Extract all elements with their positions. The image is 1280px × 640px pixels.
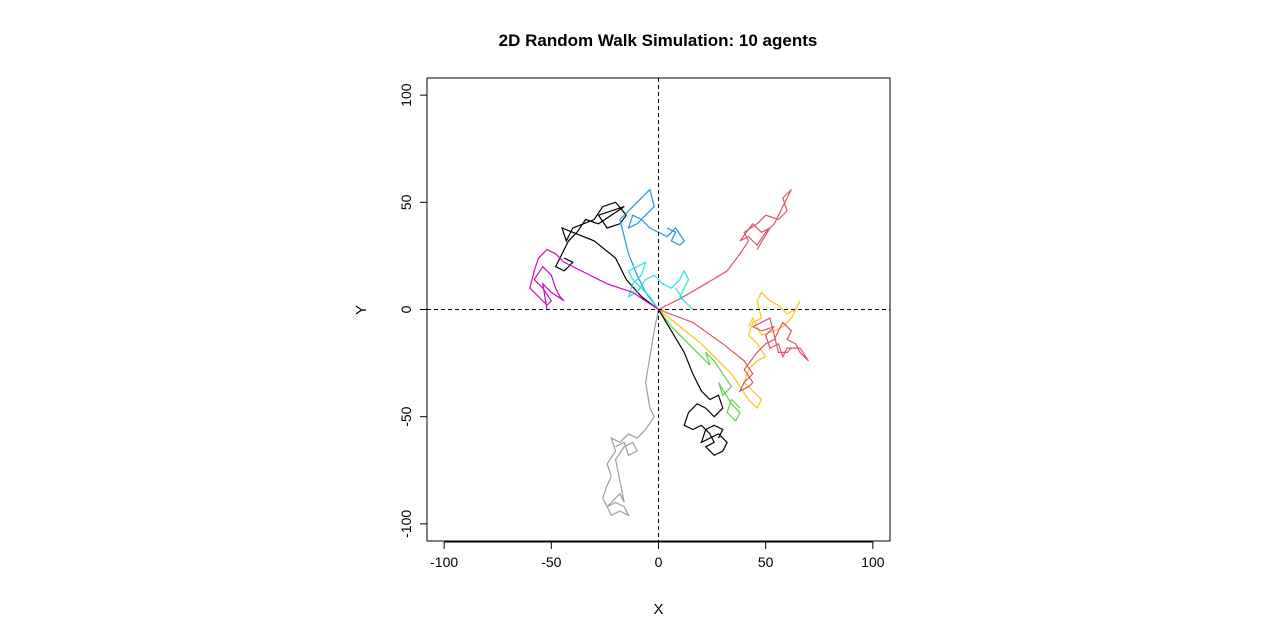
x-tick-label: -50 (541, 554, 561, 570)
walk-path-1 (554, 201, 659, 310)
reference-lines (427, 78, 890, 541)
chart-title: 2D Random Walk Simulation: 10 agents (499, 31, 818, 50)
walk-path-7 (658, 291, 801, 410)
x-axis: -100 -50 0 50 100 (430, 541, 885, 570)
walk-paths (529, 188, 809, 517)
x-tick-label: 50 (758, 554, 774, 570)
walk-path-3 (658, 309, 741, 423)
y-axis: -100 -50 0 50 100 (398, 83, 428, 538)
walk-path-4 (619, 188, 685, 310)
x-tick-label: 0 (655, 554, 663, 570)
walk-path-8 (602, 309, 660, 517)
walk-path-2 (658, 189, 792, 311)
walk-path-5 (627, 261, 694, 310)
y-tick-label: 50 (398, 194, 414, 210)
x-axis-label: X (653, 601, 663, 618)
walk-path-9 (657, 309, 728, 457)
y-tick-label: -50 (398, 406, 414, 426)
walk-path-6 (529, 248, 659, 310)
y-axis-label: Y (353, 305, 370, 315)
x-tick-label: -100 (430, 554, 458, 570)
y-tick-label: -100 (398, 510, 414, 538)
walk-path-10 (658, 308, 809, 393)
y-tick-label: 0 (398, 305, 414, 313)
x-tick-label: 100 (861, 554, 885, 570)
y-tick-label: 100 (398, 83, 414, 107)
